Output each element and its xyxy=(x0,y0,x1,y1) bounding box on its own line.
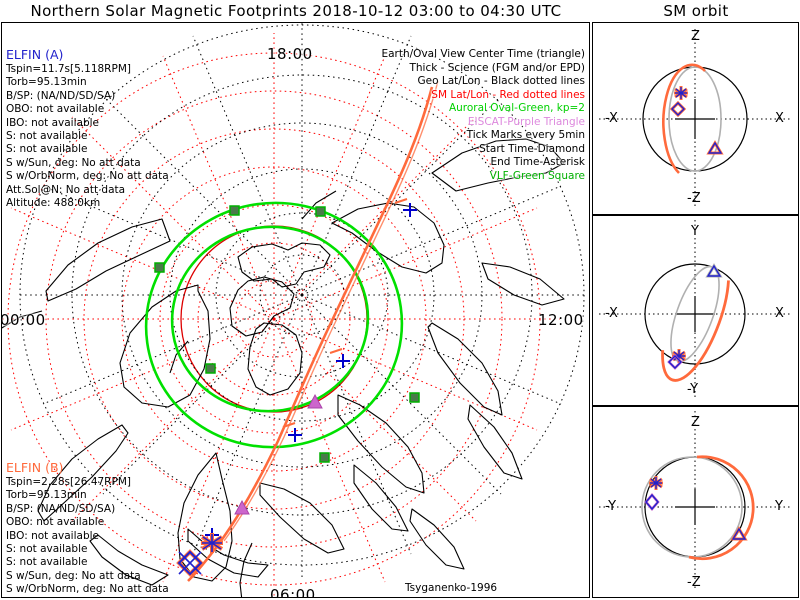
probe-b-line: Tspin=2.28s[26.47RPM] xyxy=(6,476,131,488)
mlt-label-bottom: 06:00 xyxy=(270,586,316,598)
axis-label-down: -Z xyxy=(687,191,701,206)
probe-a-line: S: not available xyxy=(6,130,88,143)
tick-marks xyxy=(205,203,417,542)
probe-a-line: S w/Sun, deg: No att data xyxy=(6,156,141,169)
probe-b-line: S: not available xyxy=(6,556,88,569)
legend-item: Earth/Oval View Center Time (triangle) xyxy=(381,48,585,60)
orbit-markers-zx xyxy=(669,86,724,155)
legend-item: Geo Lat/Lon - Black dotted lines xyxy=(417,75,585,87)
mlt-label-top: 18:00 xyxy=(267,45,313,63)
map-legend: Earth/Oval View Center Time (triangle) T… xyxy=(381,48,585,183)
polar-map-graphic xyxy=(2,23,585,597)
axis-label-up: Z xyxy=(691,415,700,430)
probe-b-line: S w/OrbNorm, deg: No att data xyxy=(6,583,169,596)
axis-label-up: Y xyxy=(691,224,699,239)
vlf-station-markers xyxy=(154,205,420,463)
probe-b-info: ELFIN (B) Tspin=2.28s[26.47RPM] Torb=95.… xyxy=(6,460,169,598)
axis-label-left: -X xyxy=(605,111,618,126)
probe-b-line: B/SP: (NA/ND/SD/SA) xyxy=(6,502,116,515)
model-name: Tsyganenko-1996 xyxy=(405,582,498,594)
start-time-diamond xyxy=(176,549,204,577)
legend-item: SM Lat/Lon - Red dotted lines xyxy=(431,88,585,101)
eiscat-markers xyxy=(234,393,323,515)
legend-item: EISCAT-Purple Triangle xyxy=(467,115,585,128)
probe-b-line: OBO: not available xyxy=(6,516,105,529)
probe-a-info: ELFIN (A) Tspin=11.7s[5.118RPM] Torb=95.… xyxy=(6,47,169,210)
probe-b-line: IBO: not available xyxy=(6,529,99,542)
legend-item: End Time-Asterisk xyxy=(490,156,585,168)
axis-label-up: Z xyxy=(691,29,700,44)
created-timestamp: Created: Sun Jan 29 08:28:45 2023 xyxy=(405,595,589,597)
probe-a-line: S w/OrbNorm, deg: No att data xyxy=(6,170,169,183)
probe-a-line: Torb=95.13min xyxy=(6,76,87,89)
probe-a-line: Altitude: 488.0km xyxy=(6,197,101,210)
footprint-track-b xyxy=(223,80,439,542)
axis-label-left: -Y xyxy=(605,499,617,514)
sm-orbit-graphic-zx xyxy=(599,29,791,208)
sm-orbit-panel-yx[interactable]: Y -Y -X X xyxy=(592,215,799,406)
sm-orbit-graphic-zy xyxy=(599,411,791,591)
probe-a-line: Att.Sol@N: No att data xyxy=(6,183,126,196)
probe-b-line: S w/Sun, deg: No att data xyxy=(6,569,141,582)
probe-a-line: B/SP: (NA/ND/SD/SA) xyxy=(6,89,116,102)
legend-item: Start Time-Diamond xyxy=(479,142,585,155)
probe-b-line: Att.Sol@: No att data xyxy=(6,597,169,598)
track-ticks xyxy=(282,198,408,428)
axis-label-left: -X xyxy=(605,306,618,321)
probe-a-line: OBO: not available xyxy=(6,103,105,116)
axis-label-right: X xyxy=(775,306,784,321)
probe-b-line: S: not available xyxy=(6,543,88,556)
sm-orbit-panel-zx[interactable]: Z -Z -X X xyxy=(592,22,799,215)
sm-orbit-panel-zy[interactable]: Z -Z -Y Y xyxy=(592,406,799,598)
axis-label-right: X xyxy=(775,111,784,126)
probe-b-line: Torb=95.13min xyxy=(6,489,87,502)
auroral-oval xyxy=(144,201,404,449)
page-title: Northern Solar Magnetic Footprints 2018-… xyxy=(30,2,562,20)
polar-map-panel[interactable]: ELFIN (A) Tspin=11.7s[5.118RPM] Torb=95.… xyxy=(1,22,590,598)
sm-orbit-title: SM orbit xyxy=(663,2,729,20)
mlt-label-right: 12:00 xyxy=(538,311,584,329)
legend-item: VLF-Green Square xyxy=(489,169,585,182)
sm-orbit-graphic-yx xyxy=(599,220,791,400)
mlt-label-left: 00:00 xyxy=(1,311,46,329)
axis-label-down: -Z xyxy=(687,575,701,590)
legend-item: Tick Marks every 5min xyxy=(466,129,585,141)
end-time-asterisk xyxy=(200,533,224,553)
probe-a-line: S: not available xyxy=(6,143,88,156)
orbit-markers-yx xyxy=(667,263,723,370)
probe-a-name: ELFIN (A) xyxy=(6,47,64,62)
orbit-markers-zy xyxy=(644,476,748,541)
credits-block: Tsyganenko-1996 Created: Sun Jan 29 08:2… xyxy=(405,581,589,597)
axis-label-right: Y xyxy=(775,499,783,514)
probe-a-line: IBO: not available xyxy=(6,116,99,129)
coastlines xyxy=(2,138,565,597)
legend-item: Thick - Science (FGM and/or EPD) xyxy=(409,61,585,74)
probe-b-name: ELFIN (B) xyxy=(6,460,64,475)
probe-a-line: Tspin=11.7s[5.118RPM] xyxy=(6,63,131,75)
legend-item: Auroral Oval-Green, kp=2 xyxy=(448,102,585,114)
axis-label-down: -Y xyxy=(687,382,699,397)
